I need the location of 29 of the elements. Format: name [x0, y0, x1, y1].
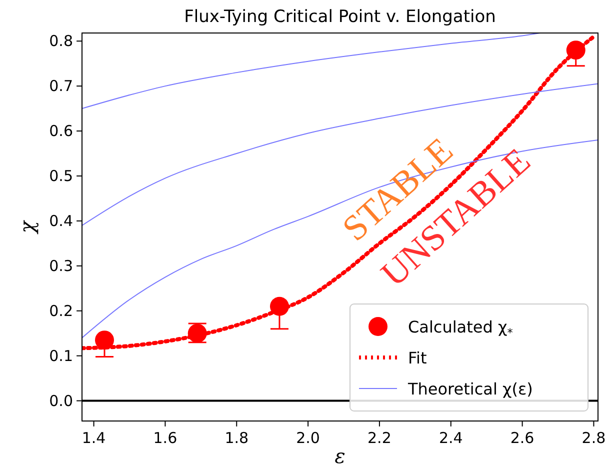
x-tick-label: 2.0 — [296, 429, 320, 447]
y-tick-label: 0.1 — [49, 346, 73, 365]
y-tick-label: 0.2 — [49, 302, 73, 320]
legend-label: Theoretical χ(ε) — [407, 379, 533, 398]
y-tick-label: 0.6 — [49, 122, 73, 140]
x-tick-label: 2.6 — [510, 429, 534, 447]
y-axis-title: χ — [15, 219, 39, 236]
line-series — [82, 34, 596, 350]
line-series — [82, 33, 541, 110]
y-tick-label: 0.4 — [49, 212, 73, 230]
chart-title: Flux-Tying Critical Point v. Elongation — [184, 7, 496, 27]
x-tick-label: 2.4 — [438, 429, 463, 447]
x-tick-label: 1.4 — [82, 429, 106, 447]
point — [566, 40, 586, 60]
x-tick-label: 1.8 — [224, 429, 249, 447]
line-series — [82, 140, 598, 338]
y-tick-label: 0.7 — [49, 77, 73, 96]
legend-label: Fit — [408, 348, 427, 367]
y-tick-label: 0.8 — [49, 32, 73, 50]
y-tick-label: 0.3 — [49, 256, 73, 275]
y-tick-label: 0.5 — [49, 166, 73, 185]
point — [94, 330, 114, 350]
y-tick-label: 0.0 — [49, 392, 73, 410]
legend-label: Calculated χ$_{*}$ — [408, 317, 514, 340]
x-tick-label: 1.6 — [153, 429, 178, 447]
x-tick-label: 2.2 — [368, 429, 392, 447]
x-axis-title: ε — [334, 444, 346, 468]
x-tick-label: 2.8 — [582, 429, 606, 447]
point — [270, 296, 289, 316]
